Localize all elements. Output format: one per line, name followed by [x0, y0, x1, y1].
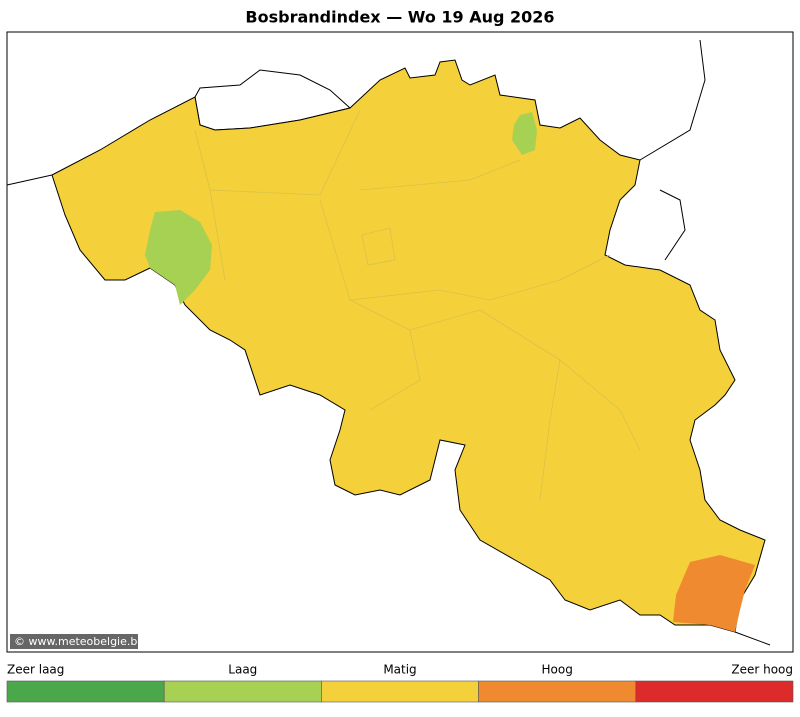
legend-label: Zeer laag	[7, 663, 64, 677]
legend-label: Zeer hoog	[731, 663, 793, 677]
province-border	[194, 109, 641, 501]
legend: Zeer laag Laag Matig Hoog Zeer hoog	[6, 663, 794, 703]
legend-swatch	[478, 680, 637, 703]
neighbour-border	[6, 39, 771, 646]
legend-label: Matig	[383, 663, 416, 677]
legend-label: Hoog	[542, 663, 573, 677]
legend-swatch	[163, 680, 322, 703]
legend-label: Laag	[228, 663, 257, 677]
belgium	[51, 59, 766, 633]
credit-box	[10, 634, 138, 649]
legend-swatch	[635, 680, 794, 703]
legend-swatch	[321, 680, 479, 703]
map: © www.meteobelgie.be	[6, 39, 771, 649]
laag-area	[145, 210, 212, 305]
map-title: Bosbrandindex — Wo 19 Aug 2026	[245, 8, 554, 27]
laag-area	[512, 112, 537, 155]
hoog-area	[673, 555, 755, 632]
credit: © www.meteobelgie.be	[14, 635, 144, 648]
legend-swatch	[6, 680, 165, 703]
